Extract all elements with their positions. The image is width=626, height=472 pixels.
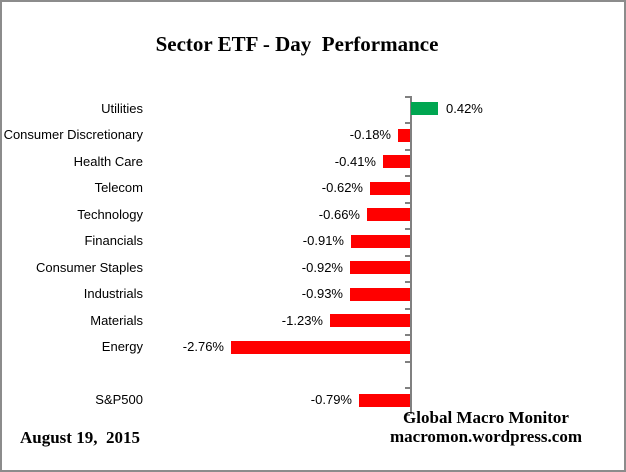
bar-Technology [367, 208, 410, 221]
bar-Telecom [370, 182, 410, 195]
category-label: Technology [77, 207, 143, 222]
chart-title: Sector ETF - Day Performance [155, 32, 439, 56]
category-label: Financials [84, 233, 143, 248]
value-label: -0.91% [302, 233, 344, 248]
axis-tick [405, 228, 410, 230]
source-url: macromon.wordpress.com [389, 427, 582, 446]
category-label: Energy [101, 339, 143, 354]
value-label: -0.79% [310, 392, 352, 407]
bar-Energy [231, 341, 410, 354]
date-label: August 19, 2015 [20, 428, 140, 447]
axis-tick [405, 175, 410, 177]
value-label: -0.18% [349, 127, 391, 142]
value-label: -0.62% [321, 180, 363, 195]
value-label: -0.66% [318, 207, 360, 222]
category-label: Industrials [83, 286, 143, 301]
bar-Materials [330, 314, 410, 327]
bar-Consumer Discretionary [398, 129, 410, 142]
category-label: Telecom [94, 180, 143, 195]
axis-tick [405, 334, 410, 336]
bar-Financials [351, 235, 410, 248]
bar-Utilities [411, 102, 438, 115]
category-label: Utilities [101, 101, 143, 116]
bar-S&P500 [359, 394, 410, 407]
value-label: 0.42% [446, 101, 483, 116]
bar-Industrials [350, 288, 410, 301]
value-label: -1.23% [281, 313, 323, 328]
axis-tick [405, 281, 410, 283]
axis-tick [405, 202, 410, 204]
value-label: -0.92% [301, 260, 343, 275]
category-label: Consumer Discretionary [3, 127, 143, 142]
value-label: -2.76% [182, 339, 224, 354]
category-label: Consumer Staples [36, 260, 143, 275]
value-label: -0.93% [301, 286, 343, 301]
source-attribution: Global Macro Monitor macromon.wordpress.… [344, 408, 624, 446]
axis-tick [405, 122, 410, 124]
source-name: Global Macro Monitor [403, 408, 569, 427]
category-label: S&P500 [95, 392, 143, 407]
axis-tick [405, 96, 410, 98]
axis-tick [405, 149, 410, 151]
axis-tick [405, 255, 410, 257]
value-label: -0.41% [334, 154, 376, 169]
axis-tick [405, 361, 410, 363]
bar-Health Care [383, 155, 410, 168]
bar-Consumer Staples [350, 261, 410, 274]
axis-tick [405, 308, 410, 310]
category-label: Health Care [73, 154, 143, 169]
category-label: Materials [90, 313, 143, 328]
axis-tick [405, 387, 410, 389]
category-axis-line [410, 96, 412, 414]
axis-tick [405, 414, 410, 416]
